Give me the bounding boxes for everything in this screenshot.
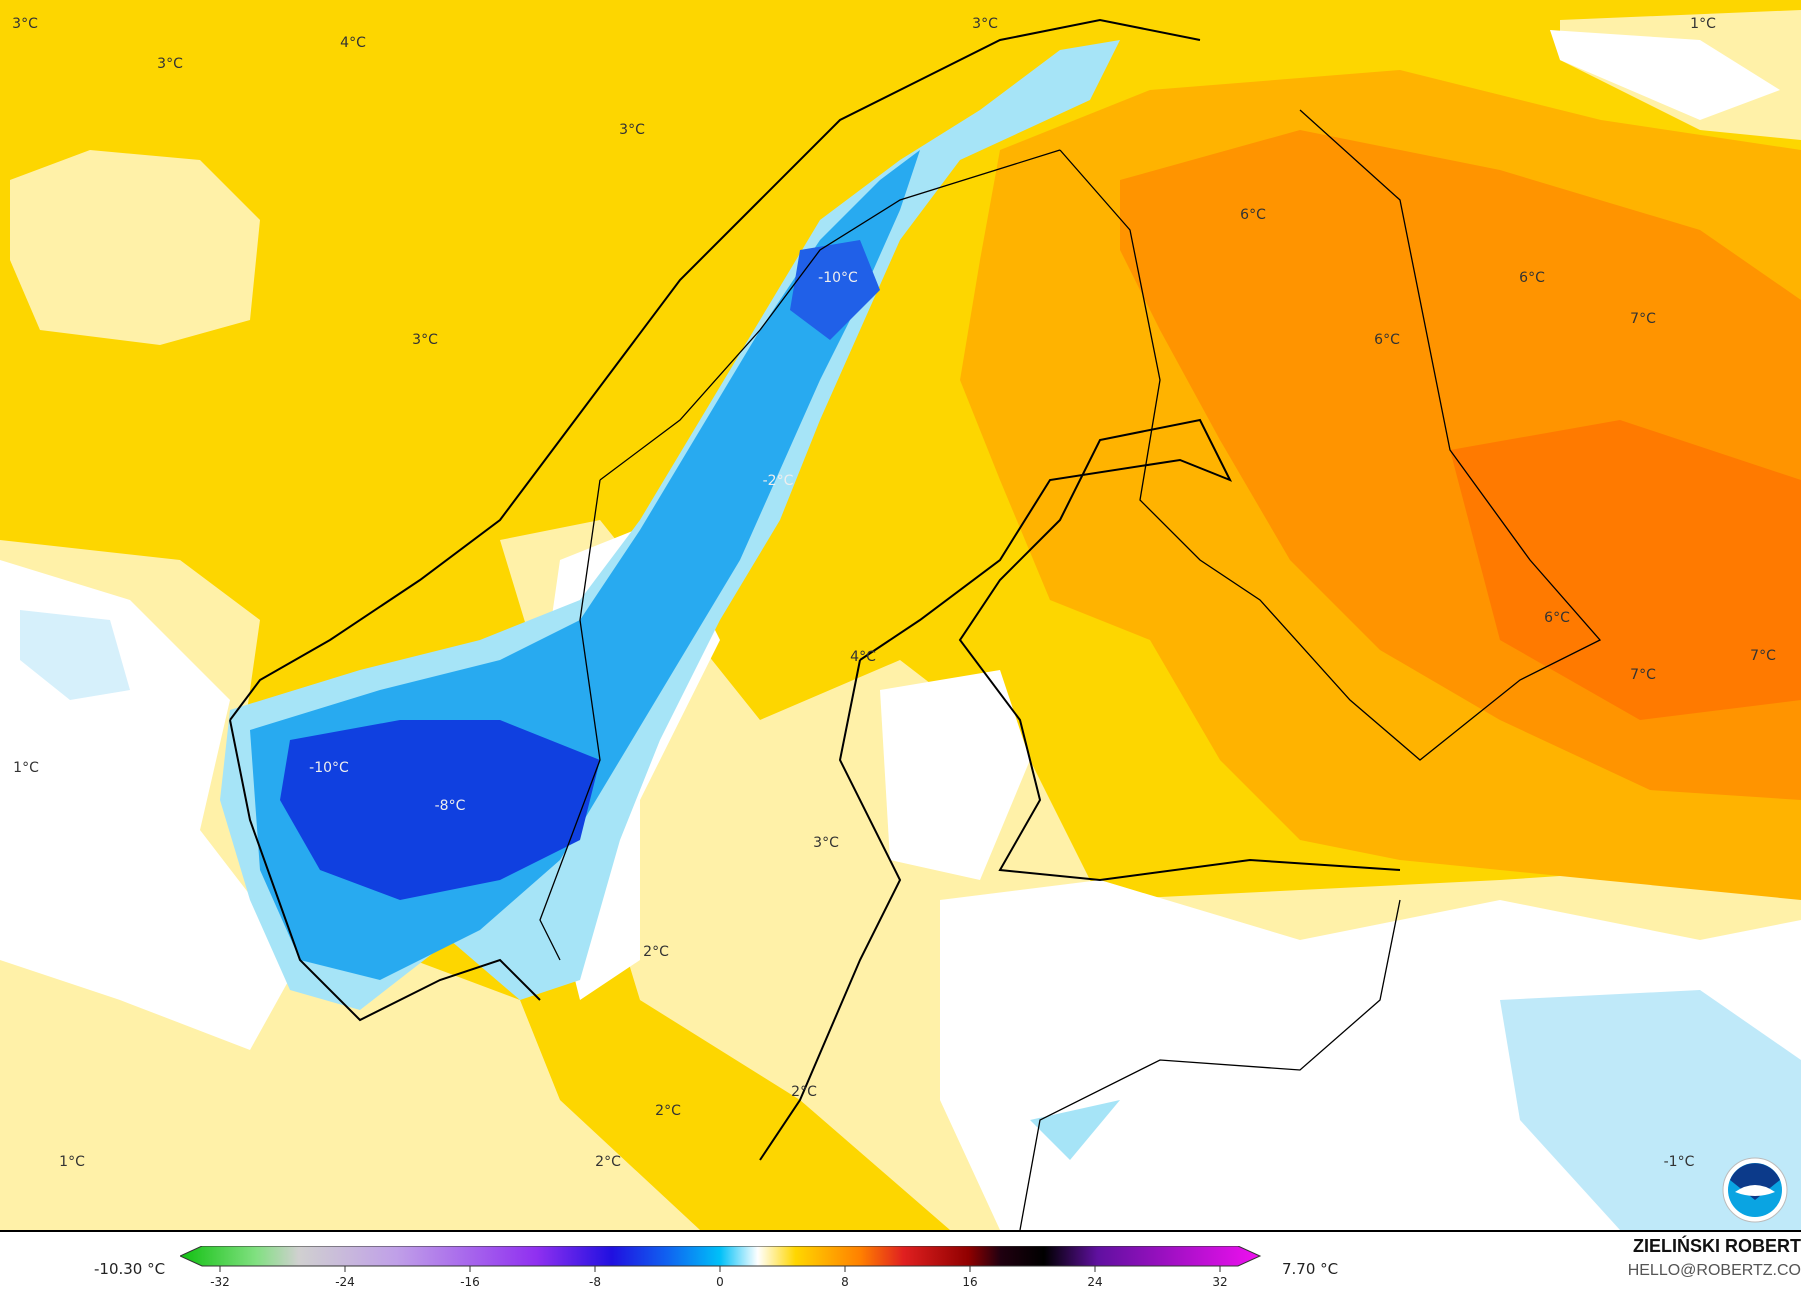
- temperature-label: 1°C: [13, 760, 39, 776]
- temperature-label: 6°C: [1544, 610, 1570, 626]
- temperature-label: 1°C: [59, 1154, 85, 1170]
- neutral-area: [880, 670, 1030, 880]
- colorbar-tick-label: -32: [210, 1275, 230, 1289]
- temperature-label: 7°C: [1750, 648, 1776, 664]
- colorbar-tick-label: 0: [716, 1275, 724, 1289]
- colorbar-tick-label: 8: [841, 1275, 849, 1289]
- temperature-label: 2°C: [655, 1103, 681, 1119]
- temperature-map: 3°C 3°C 4°C 3°C 3°C 1°C 3°C 6°C 6°C 7°C 6°C -10°C -2…: [0, 0, 1801, 1232]
- temperature-label: 2°C: [643, 944, 669, 960]
- light-blue-area: [20, 610, 130, 700]
- temperature-label: 3°C: [412, 332, 438, 348]
- temperature-label: 1°C: [1690, 16, 1716, 32]
- border: [539, 479, 601, 961]
- temperature-label: 3°C: [12, 16, 38, 32]
- legend-footer: -10.30 °C -: [0, 1232, 1801, 1289]
- temperature-label: -8°C: [435, 798, 466, 814]
- temperature-label: -10°C: [309, 760, 349, 776]
- noaa-logo: [1722, 1157, 1788, 1223]
- colorbar-tick-label: 16: [962, 1275, 977, 1289]
- light-warm-area: [10, 150, 260, 345]
- temperature-label: 2°C: [595, 1154, 621, 1170]
- temperature-label: 6°C: [1240, 207, 1266, 223]
- coastline: [229, 719, 541, 1022]
- border: [599, 149, 1061, 481]
- colorbar-tick-label: 32: [1212, 1275, 1227, 1289]
- colorbar-tick-label: -24: [335, 1275, 355, 1289]
- temperature-label: 3°C: [813, 835, 839, 851]
- temperature-label: -1°C: [1664, 1154, 1695, 1170]
- colorbar-tick-label: -8: [589, 1275, 601, 1289]
- temperature-label: 6°C: [1519, 270, 1545, 286]
- light-blue-area: [1030, 1100, 1120, 1160]
- temperature-label: 6°C: [1374, 332, 1400, 348]
- temperature-label: 7°C: [1630, 311, 1656, 327]
- coastline: [229, 18, 1201, 721]
- coastline: [859, 418, 1401, 882]
- border: [1059, 109, 1602, 761]
- temperature-label: 3°C: [157, 56, 183, 72]
- author-credit: ZIELIŃSKI ROBERT: [1632, 1236, 1801, 1256]
- colorbar-tick-label: 24: [1087, 1275, 1102, 1289]
- light-blue-area: [1500, 990, 1801, 1230]
- temperature-label: 2°C: [791, 1084, 817, 1100]
- max-value: 7.70 °C: [1282, 1260, 1339, 1278]
- colorbar-tick-label: -16: [460, 1275, 480, 1289]
- border: [1019, 899, 1401, 1230]
- dark-blue-area: [790, 240, 880, 340]
- dark-blue-area: [280, 720, 600, 900]
- temperature-label: -10°C: [818, 270, 858, 286]
- temperature-label: 4°C: [340, 35, 366, 51]
- temperature-label: -2°C: [763, 473, 794, 489]
- author-email: HELLO@ROBERTZ.CO: [1627, 1262, 1801, 1279]
- coastline: [759, 659, 902, 1161]
- temperature-label: 7°C: [1630, 667, 1656, 683]
- red-orange-area: [1450, 420, 1801, 720]
- min-value: -10.30 °C: [94, 1260, 166, 1278]
- temperature-label: 3°C: [972, 16, 998, 32]
- neutral-area: [1550, 30, 1780, 120]
- colorbar: -32 -24 -16 -8 0 8 16 24 32: [180, 1246, 1262, 1289]
- temperature-label: 4°C: [850, 649, 876, 665]
- temperature-label: 3°C: [619, 122, 645, 138]
- colorbar-gradient: [180, 1246, 1262, 1267]
